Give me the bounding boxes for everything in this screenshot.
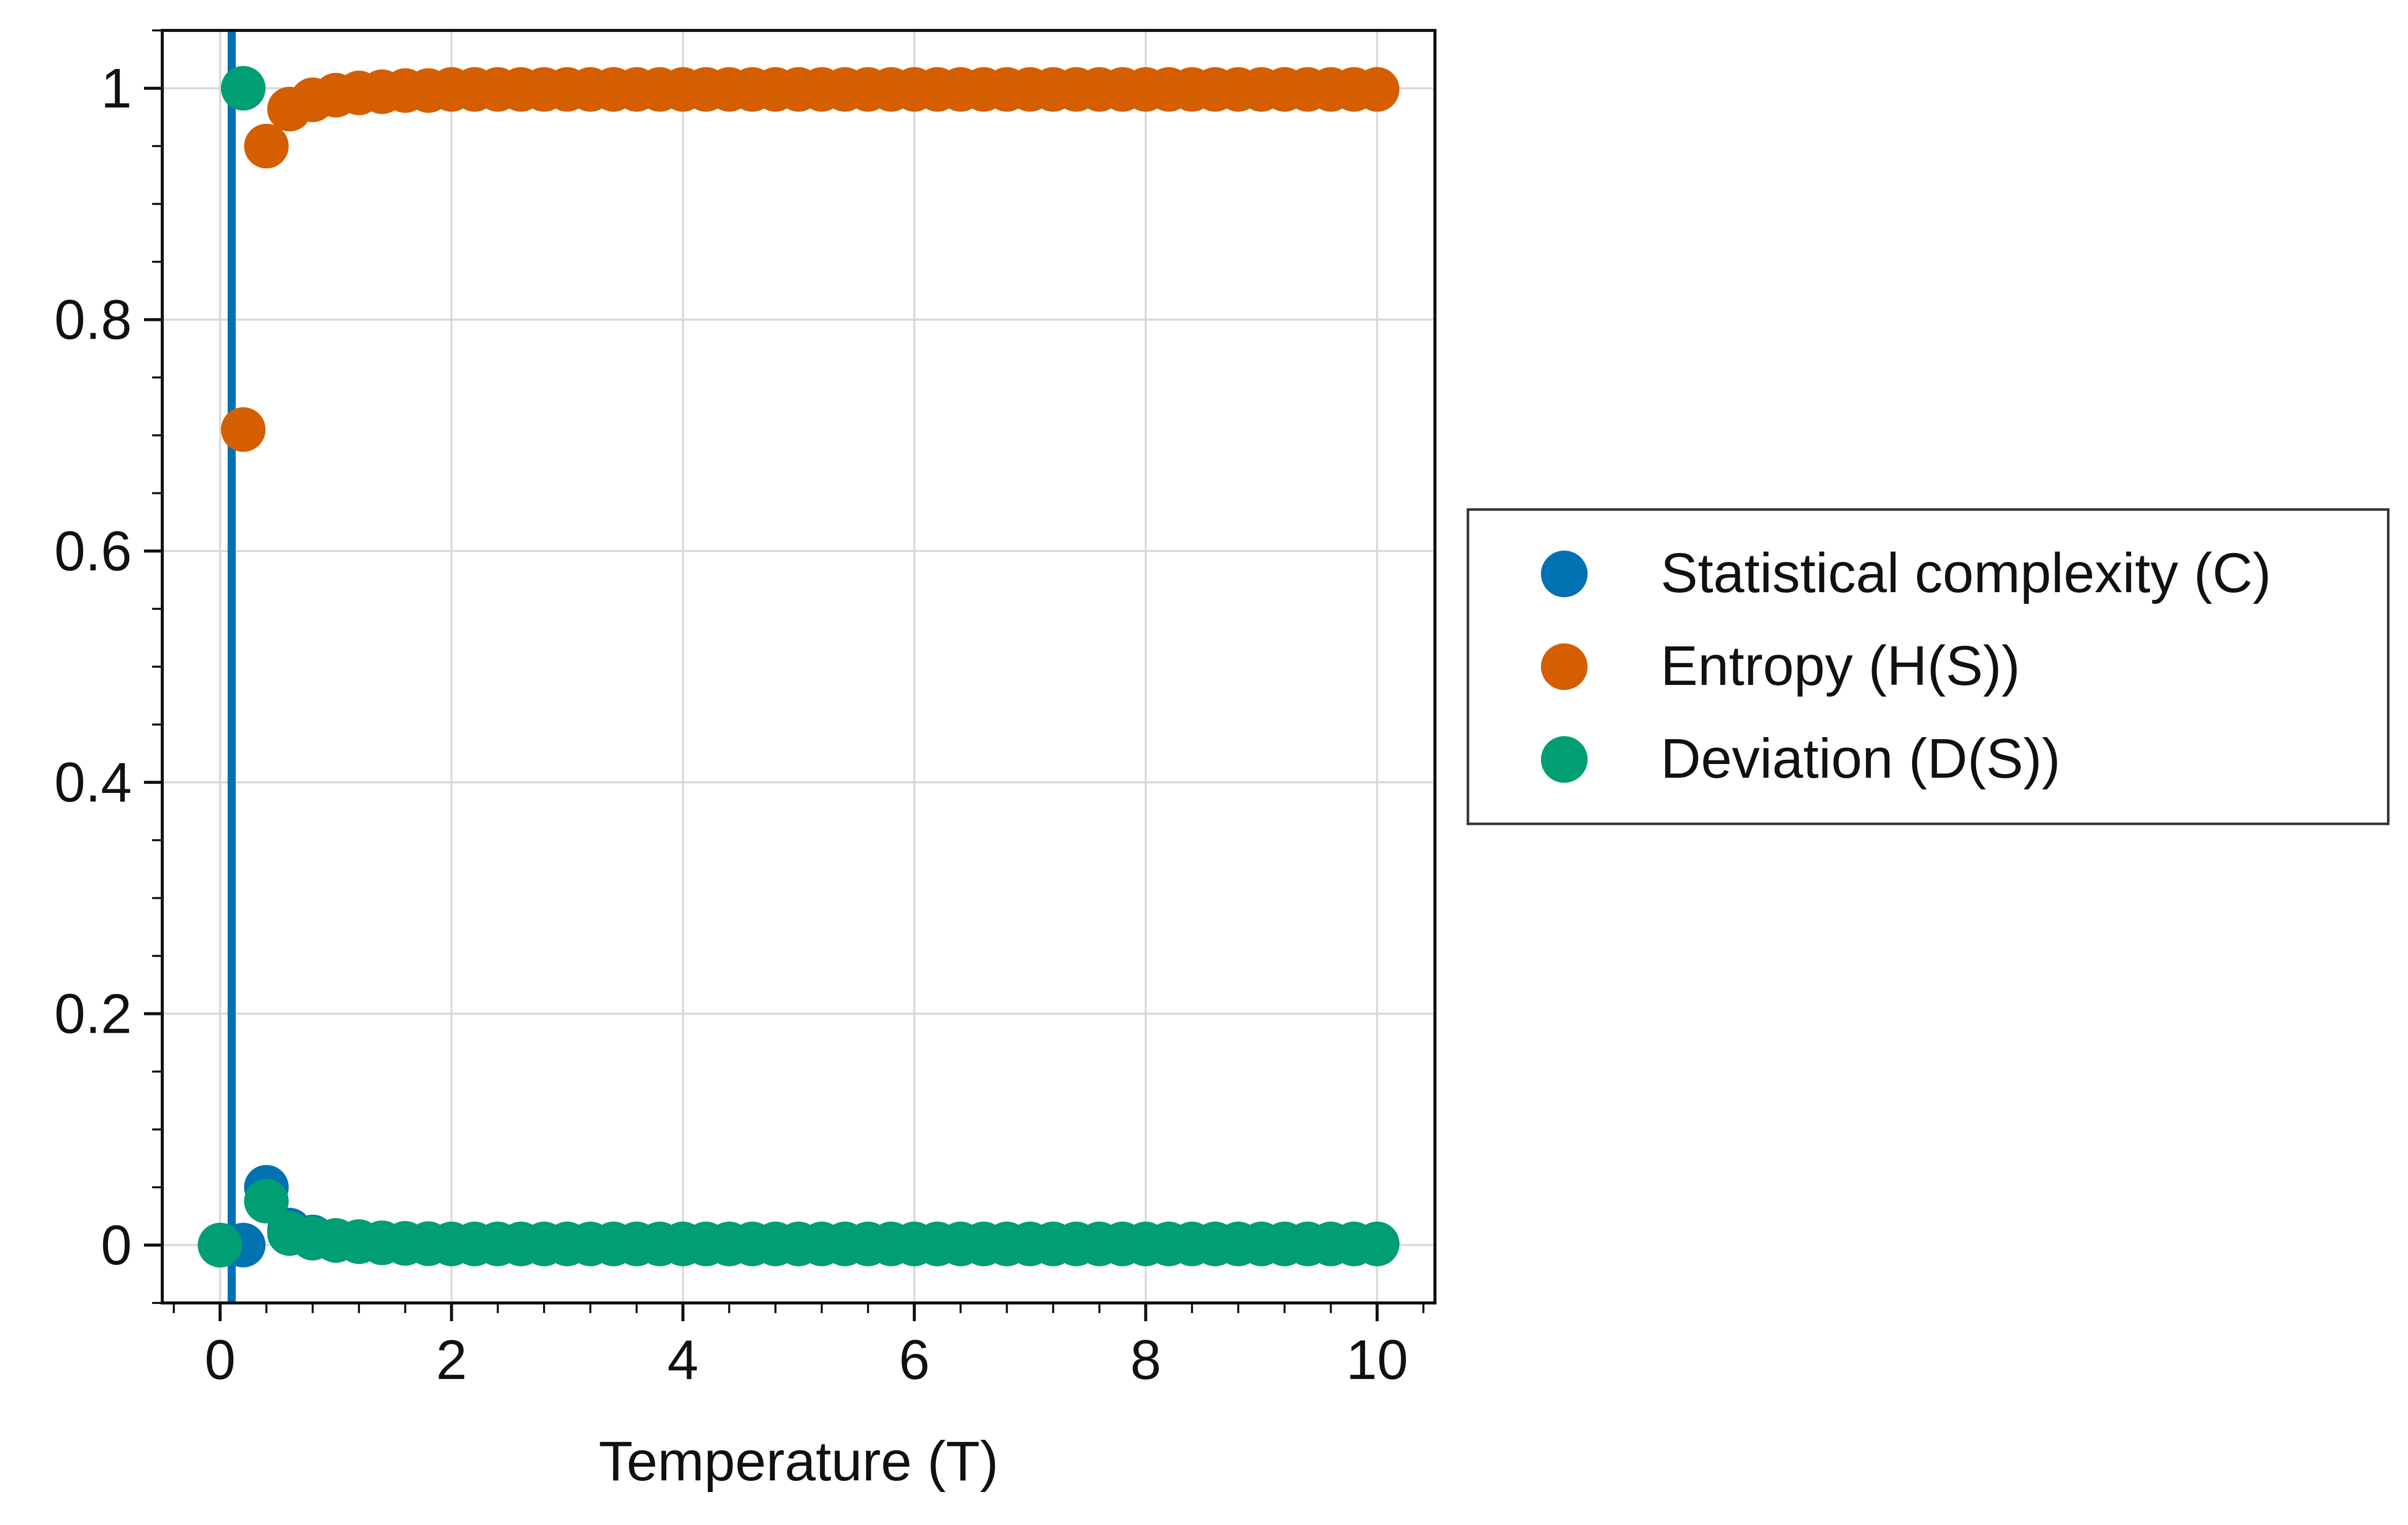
- data-point-series-3: [198, 1222, 243, 1267]
- axis-ticks: 0 2 4 6 8 10 0 0.2 0.4 0.6 0.8 1: [54, 29, 1425, 1391]
- x-tick-label: 8: [1130, 1329, 1161, 1391]
- x-tick-label: 0: [204, 1329, 235, 1391]
- legend-marker: [1541, 736, 1588, 783]
- legend-label: Deviation (D(S)): [1661, 728, 2060, 790]
- data-point-series-3: [244, 1179, 289, 1224]
- x-tick-label: 10: [1346, 1329, 1408, 1391]
- x-tick-label: 6: [899, 1329, 930, 1391]
- y-tick-label: 0.2: [54, 983, 132, 1045]
- grid-lines: [162, 30, 1435, 1303]
- y-tick-label: 0: [101, 1214, 132, 1277]
- y-tick-label: 0.6: [54, 520, 132, 583]
- y-tick-label: 1: [101, 57, 132, 120]
- data-point-series-2: [221, 407, 266, 452]
- legend-label: Entropy (H(S)): [1661, 635, 2020, 697]
- legend-label: Statistical complexity (C): [1661, 542, 2271, 604]
- x-axis-label: Temperature (T): [599, 1430, 999, 1493]
- data-points: [198, 66, 1399, 1267]
- data-point-series-3: [221, 66, 266, 111]
- y-tick-label: 0.8: [54, 288, 132, 351]
- x-tick-label: 2: [436, 1329, 467, 1391]
- legend: Statistical complexity (C) Entropy (H(S))…: [1466, 508, 2390, 825]
- legend-box: [1466, 508, 2390, 825]
- y-tick-label: 0.4: [54, 751, 132, 814]
- legend-marker: [1541, 643, 1588, 690]
- data-point-series-3: [1354, 1221, 1399, 1266]
- data-point-series-2: [1354, 67, 1399, 112]
- legend-marker: [1541, 551, 1588, 597]
- data-point-series-2: [244, 124, 289, 169]
- x-tick-label: 4: [667, 1329, 698, 1391]
